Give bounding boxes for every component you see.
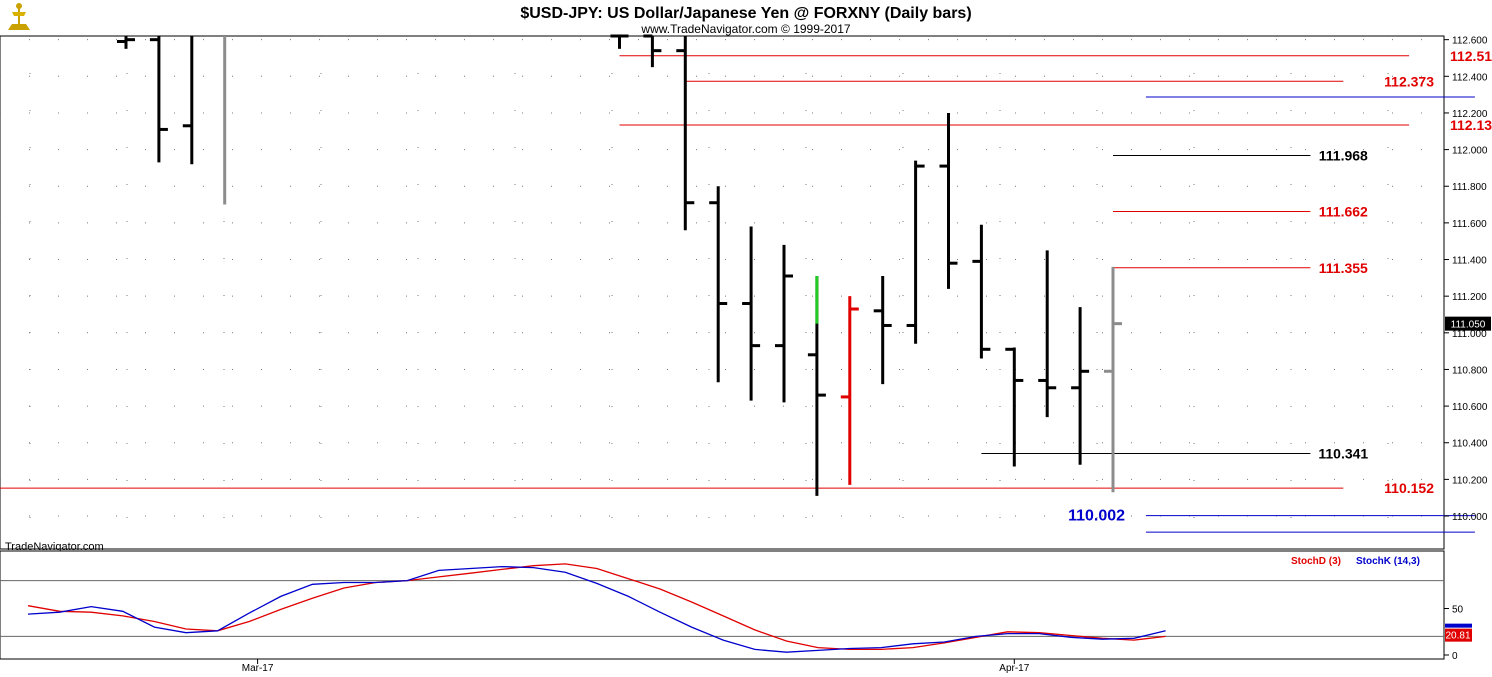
stochastic-axis: 50 0 20.81 <box>1444 605 1472 662</box>
stoch-k-label: StochK (14,3) <box>1356 556 1420 567</box>
level-label: 112.373 <box>1384 73 1434 89</box>
logo-icon <box>8 3 30 30</box>
price-tick-label: 110.600 <box>1452 402 1488 413</box>
price-tick-label: 111.200 <box>1452 292 1487 303</box>
stoch-d-label: StochD (3) <box>1291 556 1341 567</box>
price-tick-label: 111.600 <box>1452 219 1487 230</box>
price-tick-label: 110.000 <box>1452 512 1488 523</box>
level-label: 110.152 <box>1384 480 1434 496</box>
price-tick-label: 112.200 <box>1452 109 1488 120</box>
stochastic-panel <box>0 550 1445 660</box>
price-axis: 112.600 112.400 112.200 112.000 111.800 111.6… <box>1444 36 1491 523</box>
level-label: 110.002 <box>1068 508 1125 525</box>
level-label: 111.968 <box>1319 147 1368 163</box>
level-label: 112.512 <box>1450 48 1492 64</box>
stoch-k-tag <box>1445 623 1472 628</box>
stoch-d-tag-label: 20.81 <box>1445 631 1470 642</box>
price-levels: 112.512112.373112.287112.134111.968111.6… <box>0 48 1492 533</box>
chart-subtitle: www.TradeNavigator.com © 1999-2017 <box>640 22 850 36</box>
price-panel <box>0 35 1445 550</box>
stochastic-grid <box>0 580 1444 637</box>
price-tick-label: 111.800 <box>1452 182 1487 193</box>
price-tick-label: 112.400 <box>1452 72 1488 83</box>
price-tick-label: 110.200 <box>1452 475 1488 486</box>
date-axis: Mar-17 Apr-17 <box>242 659 1030 674</box>
last-price-tag <box>1445 316 1491 331</box>
level-label: 111.355 <box>1319 260 1368 276</box>
price-tick-label: 111.000 <box>1452 329 1487 340</box>
last-price-label: 111.050 <box>1451 320 1486 331</box>
date-tick-label: Mar-17 <box>242 663 274 674</box>
watermark: TradeNavigator.com <box>5 541 104 553</box>
price-tick-label: 112.600 <box>1452 36 1488 47</box>
price-tick-label: 110.400 <box>1452 439 1488 450</box>
level-label: 110.341 <box>1318 446 1368 462</box>
stochastic-tick-label: 50 <box>1452 605 1464 616</box>
price-tick-label: 111.400 <box>1452 256 1487 267</box>
price-tick-label: 112.000 <box>1452 146 1488 157</box>
chart-title: $USD-JPY: US Dollar/Japanese Yen @ FORXN… <box>520 5 971 22</box>
stochastic-lines <box>27 563 1166 653</box>
stoch-d-tag <box>1445 628 1472 642</box>
stochastic-tick-label: 0 <box>1452 651 1458 662</box>
level-label: 112.134 <box>1450 117 1492 133</box>
price-bars <box>117 34 1122 496</box>
level-label: 111.662 <box>1319 204 1368 220</box>
stoch-k-line <box>27 565 1166 653</box>
price-tick-label: 110.800 <box>1452 365 1488 376</box>
date-tick-label: Apr-17 <box>999 663 1029 674</box>
